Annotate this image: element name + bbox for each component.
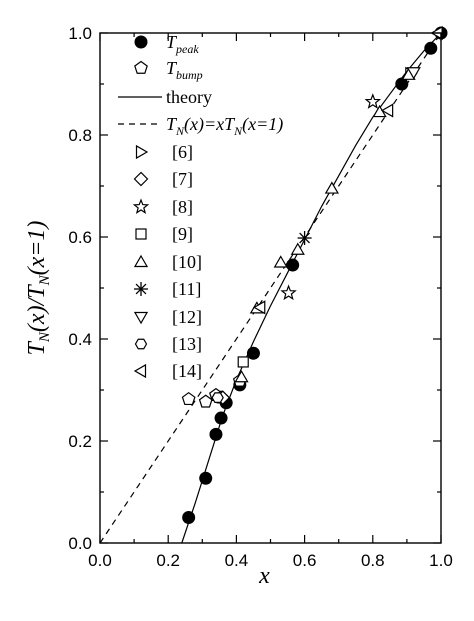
x-tick-label: 0.4	[225, 551, 249, 570]
legend-item-t: Tpeak	[134, 32, 199, 56]
y-tick-label: 0.0	[68, 534, 92, 553]
point-8	[280, 284, 297, 301]
axis-labels: x TN(x)/TN(x=1)	[24, 221, 270, 589]
legend-item-12: [12]	[133, 307, 202, 327]
x-tick-label: 0.8	[361, 551, 385, 570]
legend-item-tn-scaling: TN(x)=xTN(x=1)	[118, 114, 283, 138]
legend-label: theory	[166, 87, 212, 107]
point-9	[237, 356, 249, 368]
legend-label: [12]	[172, 307, 202, 327]
point-t-peak	[286, 258, 300, 272]
legend-label: TN(x)=xTN(x=1)	[166, 114, 283, 138]
legend-item-theory: theory	[118, 87, 212, 107]
line-theory	[181, 32, 442, 544]
series-10	[234, 67, 416, 383]
point-12	[406, 67, 421, 80]
point-10	[273, 255, 288, 268]
legend-marker	[134, 35, 148, 49]
legend-marker	[133, 363, 147, 379]
legend-marker	[134, 338, 148, 350]
y-tick-label: 0.2	[68, 432, 92, 451]
legend-marker	[133, 171, 149, 187]
y-tick-label: 0.8	[68, 126, 92, 145]
point-10	[234, 370, 249, 383]
legend-item-13: [13]	[134, 334, 202, 354]
legend-item-11: [11]	[134, 279, 201, 299]
legend-item-7: [7]	[133, 169, 193, 189]
point-10	[290, 242, 305, 255]
legend-item-10: [10]	[133, 252, 202, 272]
legend-marker	[133, 311, 149, 325]
x-tick-label: 0.2	[156, 551, 180, 570]
legend-label: Tbump	[166, 58, 203, 82]
series-12	[406, 67, 421, 80]
point-t-peak	[424, 41, 438, 55]
series-14	[253, 25, 443, 315]
y-tick-label: 0.4	[68, 330, 92, 349]
point-13	[211, 392, 224, 404]
point-t-peak	[182, 511, 196, 524]
x-axis-label: x	[258, 563, 270, 589]
point-t-peak	[214, 411, 228, 425]
legend-item-6: [6]	[135, 142, 193, 162]
series-8	[280, 93, 382, 301]
legend-marker	[133, 254, 149, 268]
legend-label: [14]	[172, 361, 202, 381]
line-t-n-x-xt-n-x-1	[99, 32, 442, 544]
legend-item-8: [8]	[132, 197, 193, 217]
point-t-bump	[181, 391, 196, 406]
x-tick-label: 0.6	[293, 551, 317, 570]
legend-label: [13]	[172, 334, 202, 354]
point-t-bump	[198, 394, 213, 408]
y-tick-label: 0.6	[68, 228, 92, 247]
legend-marker	[134, 282, 148, 296]
legend-marker	[132, 198, 150, 215]
legend-label: [7]	[172, 169, 193, 189]
legend-item-9: [9]	[135, 224, 193, 244]
point-t-peak	[199, 471, 213, 485]
y-axis-label-group: TN(x)/TN(x=1)	[24, 221, 53, 356]
point-10	[324, 181, 339, 194]
y-tick-label: 1.0	[68, 24, 92, 43]
point-t-peak	[246, 346, 260, 360]
y-axis-label: TN(x)/TN(x=1)	[24, 221, 53, 356]
series-t-peak	[182, 26, 448, 524]
point-14	[253, 300, 266, 315]
point-t-peak	[209, 427, 223, 441]
point-8	[364, 93, 382, 109]
series-9	[237, 356, 249, 368]
x-tick-label: 0.0	[88, 551, 112, 570]
series-11	[297, 231, 312, 246]
legend-marker	[134, 60, 148, 74]
series-13	[211, 392, 224, 404]
legend-label: [9]	[172, 224, 193, 244]
legend-label: [10]	[172, 252, 202, 272]
legend-label: [6]	[172, 142, 193, 162]
legend-label: Tpeak	[166, 32, 199, 56]
axes: 0.0 0.2 0.4 0.6 0.8 1.0 0.0 0.2 0.4 0.6 0.8 1.0	[68, 24, 452, 570]
legend-marker	[135, 228, 147, 240]
legend-label: [8]	[172, 197, 193, 217]
point-14	[380, 103, 394, 118]
legend-item-t: Tbump	[134, 58, 203, 82]
point-11	[297, 231, 312, 246]
legend-label: [11]	[172, 279, 201, 299]
legend-marker	[135, 144, 149, 160]
point-t-peak	[395, 77, 409, 91]
data-points	[181, 25, 448, 524]
x-tick-label: 1.0	[429, 551, 453, 570]
legend-item-14: [14]	[133, 361, 202, 381]
